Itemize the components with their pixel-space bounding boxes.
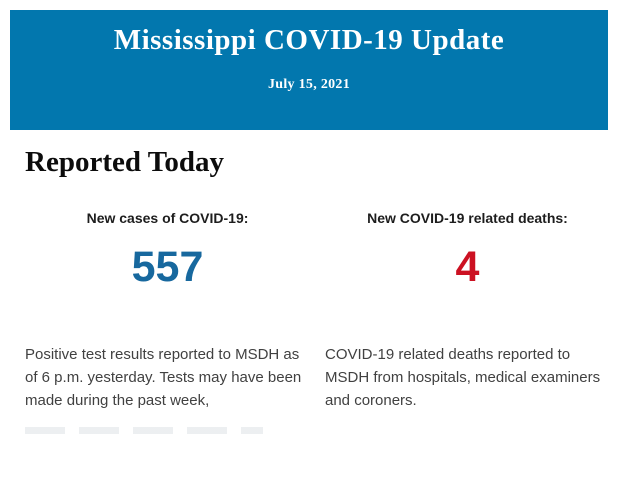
new-cases-label: New cases of COVID-19:	[86, 210, 249, 226]
new-deaths-label: New COVID-19 related deaths:	[367, 210, 568, 226]
stats-columns: New cases of COVID-19: 557 Positive test…	[10, 210, 608, 434]
faded-text-artifact	[25, 427, 263, 434]
section-heading: Reported Today	[25, 146, 225, 178]
new-cases-value: 557	[131, 243, 204, 291]
report-date: July 15, 2021	[267, 77, 351, 92]
page-title: Mississippi COVID-19 Update	[113, 24, 505, 56]
new-deaths-value: 4	[455, 243, 480, 291]
stat-new-cases: New cases of COVID-19: 557 Positive test…	[25, 210, 310, 434]
new-cases-description: Positive test results reported to MSDH a…	[25, 346, 302, 409]
page: Mississippi COVID-19 Update July 15, 202…	[10, 10, 608, 434]
header-banner: Mississippi COVID-19 Update July 15, 202…	[10, 10, 608, 130]
stat-new-deaths: New COVID-19 related deaths: 4 COVID-19 …	[325, 210, 610, 434]
new-deaths-description: COVID-19 related deaths reported to MSDH…	[325, 346, 601, 409]
